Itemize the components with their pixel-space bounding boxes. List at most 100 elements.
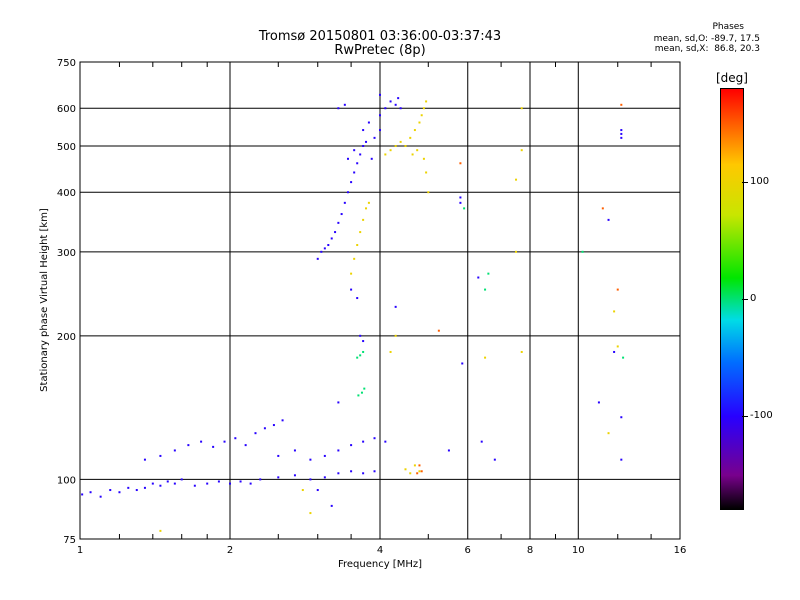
scatter-point bbox=[413, 129, 416, 132]
scatter-point bbox=[427, 191, 430, 194]
scatter-point bbox=[143, 458, 146, 461]
scatter-point bbox=[239, 480, 242, 483]
scatter-point bbox=[622, 356, 625, 359]
y-tick-label: 100 bbox=[57, 475, 76, 486]
scatter-point bbox=[389, 350, 392, 353]
scatter-point bbox=[520, 149, 523, 152]
scatter-point bbox=[459, 201, 462, 204]
scatter-point bbox=[343, 103, 346, 106]
colorbar-tick-label: 100 bbox=[750, 175, 770, 187]
scatter-point bbox=[159, 454, 162, 457]
scatter-point bbox=[357, 394, 360, 397]
scatter-point bbox=[425, 100, 428, 103]
scatter-point bbox=[620, 129, 623, 132]
scatter-point bbox=[316, 489, 319, 492]
scatter-point bbox=[340, 213, 343, 216]
scatter-point bbox=[520, 107, 523, 110]
colorbar bbox=[720, 88, 744, 510]
scatter-point bbox=[187, 444, 190, 447]
scatter-point bbox=[173, 482, 176, 485]
scatter-point bbox=[159, 529, 162, 532]
scatter-point bbox=[281, 419, 284, 422]
y-axis-label: Stationary phase Virtual Height [km] bbox=[39, 208, 50, 392]
scatter-point bbox=[493, 458, 496, 461]
scatter-point bbox=[337, 401, 340, 404]
scatter-point bbox=[337, 221, 340, 224]
scatter-point bbox=[367, 121, 370, 124]
colorbar-tick bbox=[742, 181, 748, 183]
scatter-point bbox=[362, 144, 365, 147]
scatter-point bbox=[394, 144, 397, 147]
scatter-point bbox=[81, 493, 84, 496]
scatter-point bbox=[409, 136, 412, 139]
scatter-point bbox=[180, 478, 183, 481]
scatter-point bbox=[135, 489, 138, 492]
scatter-point bbox=[362, 350, 365, 353]
scatter-point bbox=[365, 207, 368, 210]
scatter-point bbox=[193, 484, 196, 487]
scatter-point bbox=[461, 362, 464, 365]
scatter-point bbox=[272, 424, 275, 427]
scatter-point bbox=[89, 491, 92, 494]
scatter-point bbox=[109, 489, 112, 492]
scatter-point bbox=[581, 250, 584, 253]
colorbar-tick bbox=[742, 416, 748, 418]
scatter-point bbox=[477, 276, 480, 279]
scatter-point bbox=[411, 153, 414, 156]
scatter-point bbox=[418, 121, 421, 124]
scatter-point bbox=[249, 482, 252, 485]
chart-title: Tromsø 20150801 03:36:00-03:37:43 bbox=[258, 29, 502, 44]
scatter-point bbox=[309, 478, 312, 481]
scatter-point bbox=[367, 201, 370, 204]
scatter-point bbox=[399, 140, 402, 143]
scatter-point bbox=[597, 401, 600, 404]
scatter-point bbox=[373, 136, 376, 139]
scatter-point bbox=[217, 480, 220, 483]
scatter-point bbox=[151, 482, 154, 485]
scatter-point bbox=[166, 480, 169, 483]
y-tick-label: 400 bbox=[57, 188, 76, 199]
scatter-point bbox=[484, 288, 487, 291]
scatter-point bbox=[359, 334, 362, 337]
colorbar-label: [deg] bbox=[716, 71, 748, 85]
scatter-point bbox=[356, 297, 359, 300]
scatter-point bbox=[200, 440, 203, 443]
y-tick-label: 500 bbox=[57, 142, 76, 153]
scatter-point bbox=[418, 470, 421, 473]
scatter-point bbox=[520, 350, 523, 353]
x-tick-label: 8 bbox=[527, 545, 533, 556]
scatter-point bbox=[613, 350, 616, 353]
scatter-point bbox=[379, 114, 381, 117]
scatter-point bbox=[277, 454, 280, 457]
scatter-point bbox=[394, 305, 397, 308]
scatter-point bbox=[362, 129, 365, 132]
scatter-point bbox=[620, 458, 623, 461]
scatter-point bbox=[607, 218, 610, 221]
scatter-point bbox=[422, 107, 425, 110]
scatter-point bbox=[394, 103, 397, 106]
scatter-point bbox=[399, 107, 402, 110]
scatter-point bbox=[337, 472, 340, 475]
data-points bbox=[81, 93, 625, 532]
scatter-point bbox=[384, 440, 387, 443]
scatter-point bbox=[356, 356, 359, 359]
scatter-point bbox=[118, 491, 121, 494]
scatter-point bbox=[413, 464, 416, 467]
scatter-point bbox=[362, 472, 365, 475]
scatter-point bbox=[370, 157, 373, 160]
scatter-point bbox=[309, 458, 312, 461]
scatter-point bbox=[389, 149, 392, 152]
legend-title: Phases bbox=[712, 22, 744, 32]
scatter-point bbox=[418, 464, 421, 467]
scatter-point bbox=[330, 504, 333, 507]
scatter-point bbox=[437, 329, 440, 332]
scatter-point bbox=[620, 416, 623, 419]
grid-lines bbox=[80, 62, 680, 539]
scatter-point bbox=[353, 149, 356, 152]
scatter-point bbox=[420, 470, 423, 473]
x-tick-label: 4 bbox=[377, 545, 383, 556]
scatter-point bbox=[379, 93, 381, 96]
scatter-point bbox=[212, 445, 215, 448]
